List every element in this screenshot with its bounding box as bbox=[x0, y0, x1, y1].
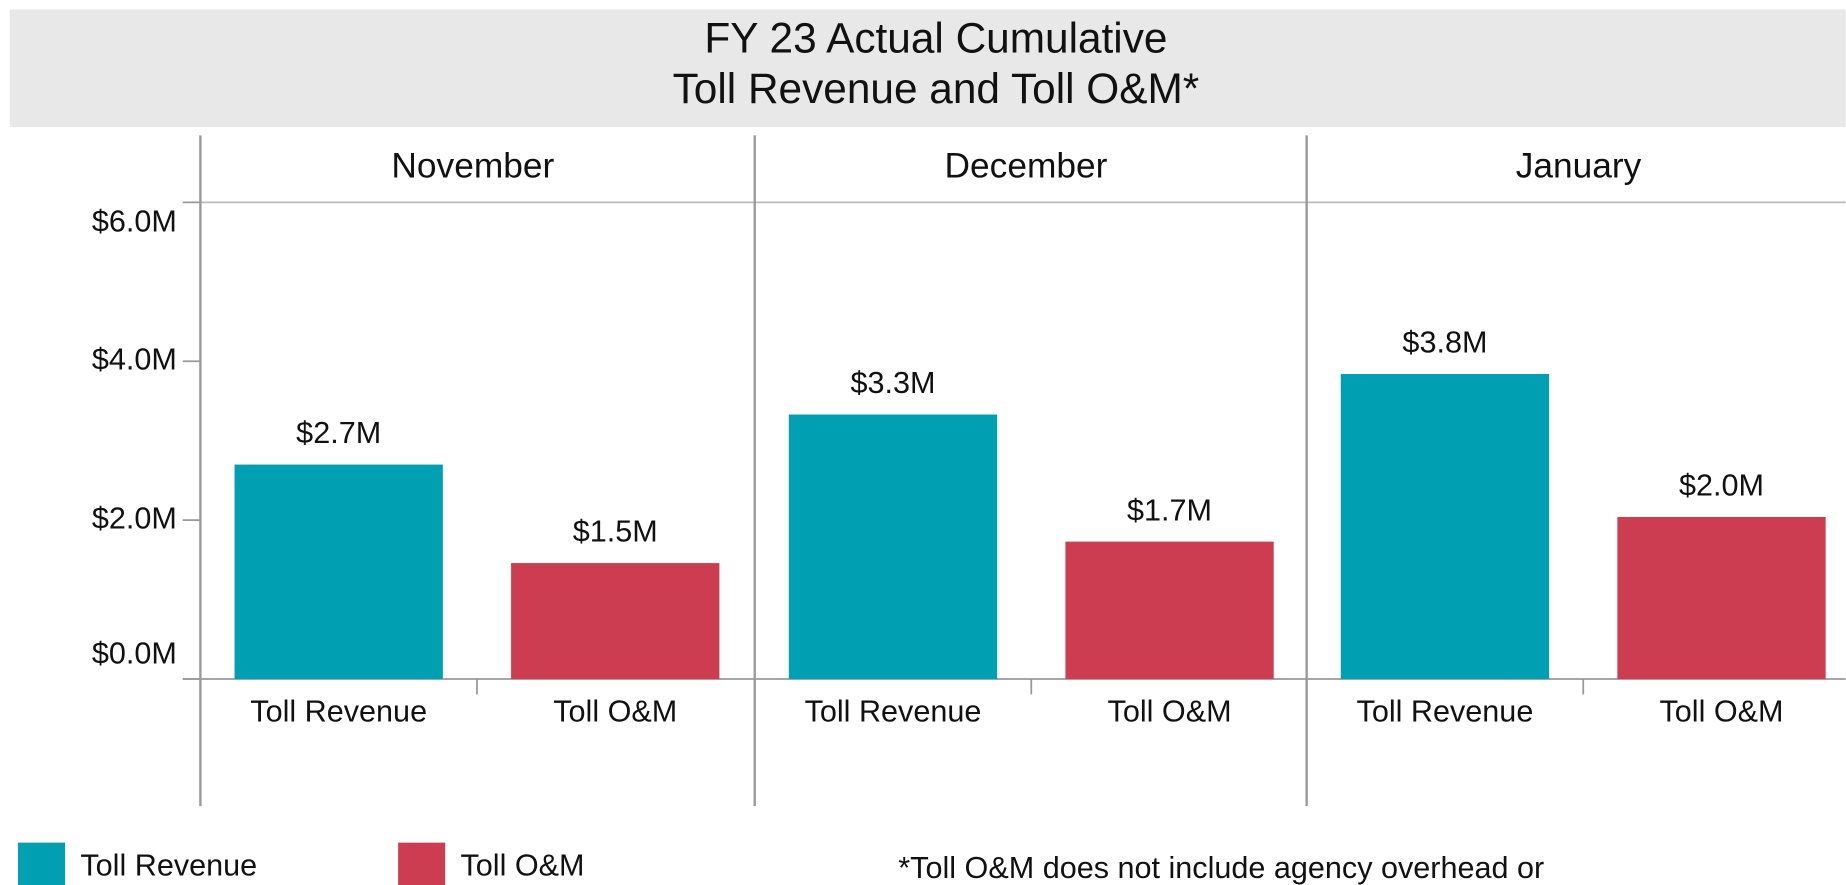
footnote: *Toll O&M does not include agency overhe… bbox=[898, 851, 1544, 885]
bar bbox=[1065, 541, 1274, 680]
facet-label: December bbox=[945, 147, 1108, 186]
legend-swatch bbox=[17, 842, 66, 885]
bar bbox=[234, 464, 443, 680]
y-tick-label: $2.0M bbox=[92, 501, 177, 535]
facet-label: November bbox=[391, 147, 554, 186]
x-tick-label: Toll Revenue bbox=[805, 694, 982, 728]
bar bbox=[511, 563, 720, 680]
y-tick-label: $0.0M bbox=[92, 637, 177, 671]
data-label: $3.3M bbox=[850, 366, 935, 400]
data-label: $3.8M bbox=[1402, 326, 1487, 360]
y-tick-label: $4.0M bbox=[92, 342, 177, 376]
x-tick-label: Toll Revenue bbox=[1357, 694, 1534, 728]
x-tick-label: Toll O&M bbox=[1108, 694, 1232, 728]
legend-swatch bbox=[398, 842, 446, 885]
x-tick-label: Toll Revenue bbox=[250, 694, 427, 728]
legend-label: Toll Revenue bbox=[80, 848, 257, 882]
title-band bbox=[9, 9, 1846, 128]
y-tick-label: $6.0M bbox=[92, 205, 177, 239]
data-label: $1.5M bbox=[573, 515, 658, 549]
bar bbox=[1617, 516, 1826, 680]
facet-label: January bbox=[1516, 147, 1642, 186]
bar bbox=[1340, 374, 1550, 680]
x-tick-label: Toll O&M bbox=[553, 694, 677, 728]
bar bbox=[788, 414, 998, 680]
x-tick-label: Toll O&M bbox=[1659, 694, 1783, 728]
data-label: $2.0M bbox=[1679, 469, 1764, 503]
legend-label: Toll O&M bbox=[460, 848, 584, 882]
data-label: $2.7M bbox=[296, 416, 381, 450]
chart-title: FY 23 Actual Cumulative bbox=[704, 14, 1167, 61]
data-label: $1.7M bbox=[1127, 493, 1212, 527]
chart-subtitle: Toll Revenue and Toll O&M* bbox=[673, 65, 1200, 112]
